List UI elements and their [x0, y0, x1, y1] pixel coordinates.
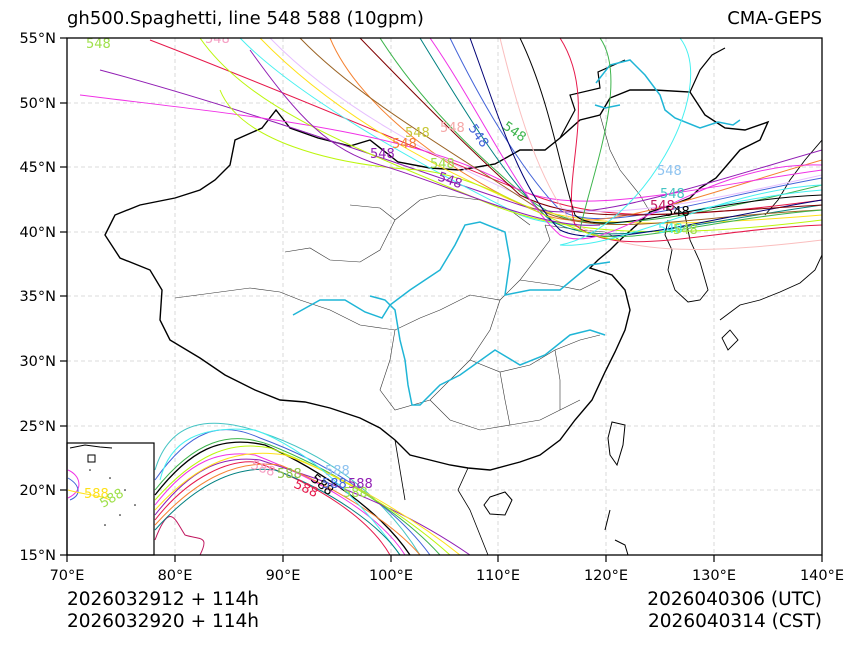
svg-text:548: 548 [500, 119, 529, 146]
svg-text:548: 548 [658, 222, 683, 237]
province-borders [174, 114, 651, 431]
svg-text:588: 588 [325, 464, 350, 479]
svg-text:40°N: 40°N [19, 225, 56, 241]
svg-text:548: 548 [665, 205, 690, 220]
svg-text:588: 588 [249, 458, 277, 481]
svg-text:548: 548 [650, 199, 675, 214]
svg-text:548: 548 [392, 137, 417, 152]
svg-text:588: 588 [343, 486, 368, 501]
svg-text:548: 548 [436, 170, 464, 193]
svg-text:120°E: 120°E [584, 568, 628, 584]
svg-text:548: 548 [673, 223, 698, 238]
northern-border [559, 47, 726, 139]
model-name: CMA-GEPS [727, 8, 822, 29]
svg-text:588: 588 [84, 487, 109, 502]
init-time-cst: 2026032920 + 114h [67, 611, 260, 632]
svg-text:548: 548 [660, 187, 685, 202]
svg-text:50°N: 50°N [19, 96, 56, 112]
x-axis-labels: 70°E 80°E 90°E 100°E 110°E 120°E 130°E 1… [50, 568, 844, 584]
svg-text:30°N: 30°N [19, 354, 56, 370]
svg-text:15°N: 15°N [19, 548, 56, 564]
svg-text:548: 548 [465, 122, 492, 151]
taiwan-coast [607, 421, 626, 467]
y-axis-labels: 55°N 50°N 45°N 40°N 35°N 30°N 25°N 20°N … [19, 31, 56, 564]
svg-text:110°E: 110°E [476, 568, 520, 584]
hainan-coast [483, 491, 513, 516]
contour-labels-548: 548 548 548 548 548 548 548 548 548 548 … [86, 32, 698, 238]
chart-title: gh500.Spaghetti, line 548 588 (10gpm) [67, 8, 424, 29]
svg-text:548: 548 [370, 147, 395, 162]
init-time: 2026032912 + 114h 2026032920 + 114h [67, 589, 259, 633]
svg-text:100°E: 100°E [369, 568, 413, 584]
korea-coast [664, 204, 709, 303]
svg-text:548: 548 [405, 126, 430, 141]
svg-text:20°N: 20°N [19, 483, 56, 499]
svg-text:548: 548 [657, 164, 682, 179]
svg-text:548: 548 [430, 157, 455, 172]
svg-text:588: 588 [348, 477, 373, 492]
svg-text:35°N: 35°N [19, 289, 56, 305]
rivers [292, 59, 741, 406]
china-border [104, 89, 770, 471]
svg-text:80°E: 80°E [158, 568, 193, 584]
svg-text:70°E: 70°E [50, 568, 85, 584]
indochina-coast [394, 439, 489, 555]
svg-text:140°E: 140°E [800, 568, 844, 584]
valid-time-utc: 2026040306 (UTC) [647, 589, 822, 610]
svg-text:548: 548 [205, 32, 230, 47]
svg-text:45°N: 45°N [19, 160, 56, 176]
contours-548 [79, 38, 822, 251]
svg-text:588: 588 [322, 477, 347, 492]
svg-text:548: 548 [440, 121, 465, 136]
inset-south-china-sea: 588 588 [66, 442, 155, 556]
svg-text:130°E: 130°E [692, 568, 736, 584]
svg-text:25°N: 25°N [19, 419, 56, 435]
axis-ticks [60, 37, 823, 562]
valid-time-cst: 2026040314 (CST) [648, 611, 822, 632]
init-time-utc: 2026032912 + 114h [67, 589, 260, 610]
svg-text:548: 548 [86, 37, 111, 52]
valid-time: 2026040306 (UTC) 2026040314 (CST) [647, 589, 822, 633]
svg-text:55°N: 55°N [19, 31, 56, 47]
svg-text:90°E: 90°E [266, 568, 301, 584]
svg-text:588: 588 [277, 467, 302, 482]
philippines-coast [604, 509, 629, 555]
